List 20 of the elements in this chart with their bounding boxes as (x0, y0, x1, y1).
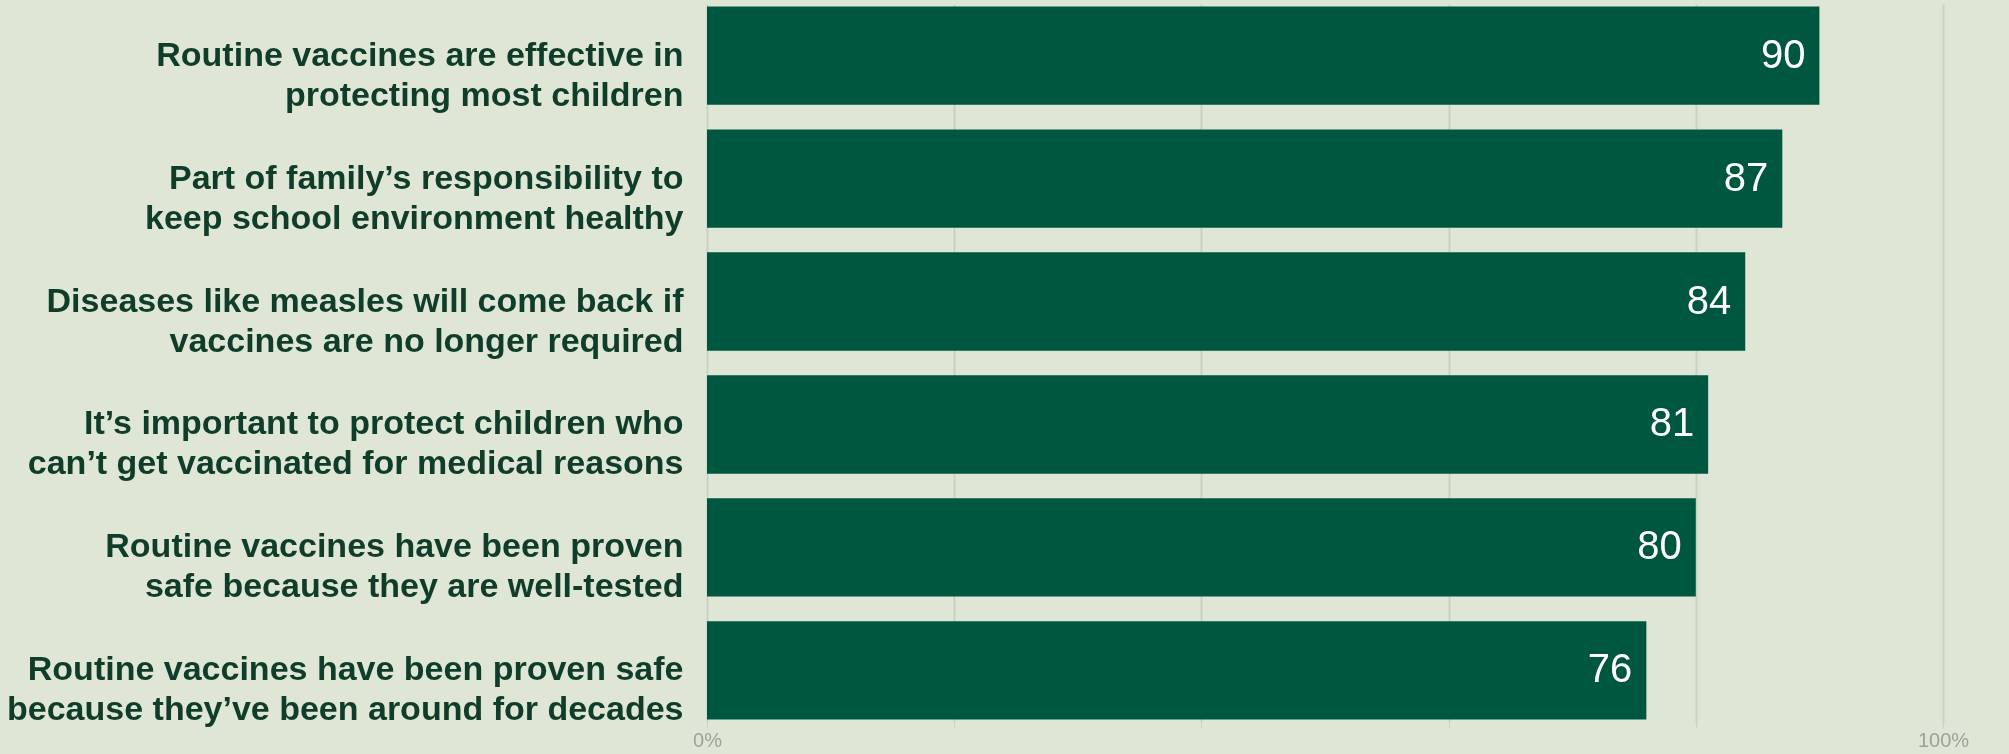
y-tick-label: Routine vaccines have been proven safe because they’ve been around for decades (7, 649, 684, 728)
y-tick-label: Diseases like measles will come back if vaccines are no longer required (46, 280, 685, 359)
data-label: 76 (1587, 646, 1633, 691)
bar (707, 129, 1783, 228)
bar (707, 252, 1746, 351)
y-tick-label: It’s important to protect children who can’t get vaccinated for medical reasons (27, 403, 684, 482)
y-tick-label: Routine vaccines are effective in protecting most children (156, 34, 684, 113)
data-label: 81 (1649, 400, 1695, 445)
bar (707, 498, 1696, 597)
data-label: 80 (1637, 523, 1682, 568)
bar (707, 621, 1647, 720)
bar (707, 6, 1820, 105)
data-label: 87 (1723, 154, 1769, 199)
bar (707, 375, 1709, 474)
x-tick-label: 100% (1917, 728, 1970, 751)
data-label: 90 (1760, 31, 1806, 76)
data-label: 84 (1686, 277, 1732, 322)
x-tick-label: 0% (693, 728, 723, 751)
y-tick-label: Routine vaccines have been proven safe because they are well-tested (105, 526, 684, 605)
y-tick-label: Part of family’s responsibility to keep school environment healthy (145, 157, 684, 236)
